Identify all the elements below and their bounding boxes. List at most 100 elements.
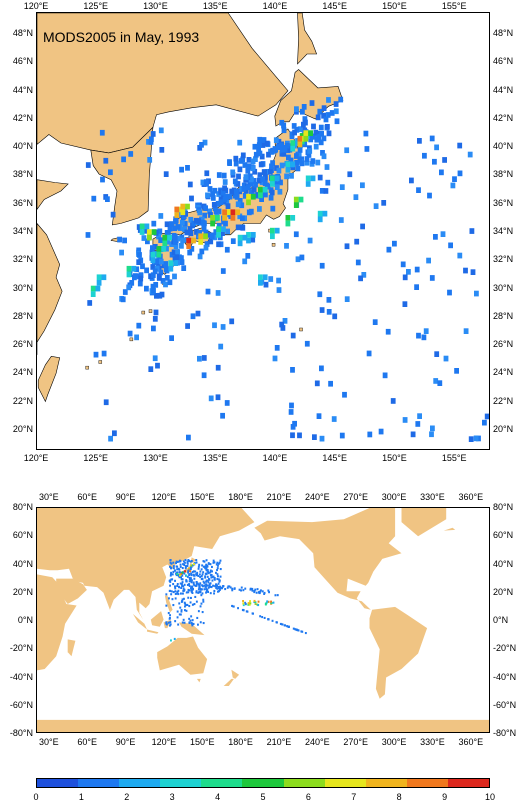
bottom-map-plot [37, 508, 489, 732]
obs-cell [212, 187, 218, 194]
obs-cell [276, 277, 281, 284]
obs-cell [170, 578, 173, 581]
obs-cell [178, 560, 181, 563]
obs-cell [240, 215, 245, 222]
obs-cell [457, 142, 463, 149]
obs-cell [317, 216, 323, 223]
obs-cell [279, 162, 285, 169]
obs-cell [216, 561, 219, 564]
obs-cell [195, 581, 198, 584]
obs-cell [151, 229, 157, 235]
obs-cell [333, 101, 339, 107]
obs-cell [189, 566, 192, 569]
greenland-land [401, 508, 447, 537]
obs-cell [304, 632, 307, 635]
obs-cell [103, 399, 109, 406]
obs-cell [182, 220, 188, 227]
lat-tick-label: 36°N [12, 197, 33, 208]
obs-cell [229, 318, 235, 325]
obs-cell [157, 228, 163, 235]
obs-cell [117, 236, 122, 243]
lat-tick-label: 32°N [12, 254, 33, 265]
obs-cell [218, 578, 220, 581]
lon-tick-label: 135°E [202, 453, 228, 463]
obs-cell [179, 234, 185, 241]
map-title: MODS2005 in May, 1993 [43, 29, 200, 45]
obs-cell [297, 147, 303, 153]
obs-cell [187, 181, 193, 188]
lon-tick-label: 180°E [228, 492, 253, 502]
obs-cell [188, 230, 194, 237]
obs-cell [297, 135, 303, 142]
obs-cell [342, 391, 347, 398]
obs-cell [366, 350, 372, 357]
obs-cell [180, 578, 183, 581]
obs-cell [205, 568, 208, 571]
obs-cell [382, 372, 388, 379]
obs-cell [181, 567, 184, 570]
obs-cell [230, 238, 236, 244]
obs-cell [254, 602, 257, 605]
obs-cell [319, 365, 324, 372]
obs-cell [265, 183, 271, 190]
lon-tick-label: 150°E [189, 737, 215, 747]
obs-cell [317, 291, 323, 298]
obs-cell [167, 621, 170, 624]
obs-cell [227, 160, 232, 166]
obs-cell [182, 560, 185, 563]
obs-cell [258, 280, 263, 286]
obs-cell [432, 158, 437, 165]
obs-cell [148, 366, 154, 372]
obs-cell [191, 591, 194, 594]
obs-cell [203, 581, 206, 584]
obs-cell [198, 591, 201, 594]
obs-cell [249, 602, 252, 605]
obs-cell [199, 570, 202, 573]
obs-cell [203, 584, 206, 587]
obs-cell [216, 232, 221, 238]
obs-cell [248, 181, 254, 187]
obs-cell [270, 602, 273, 605]
obs-cell [201, 611, 204, 614]
lat-tick-label: 24°N [12, 367, 33, 378]
obs-cell [227, 585, 230, 588]
obs-cell [177, 574, 180, 577]
obs-cell [257, 136, 263, 143]
obs-cell [255, 591, 258, 594]
obs-cell [323, 188, 329, 194]
obs-cell [172, 225, 177, 232]
obs-cell [442, 157, 447, 163]
obs-cell [206, 579, 209, 582]
island-land [85, 365, 89, 370]
obs-cell [190, 596, 192, 599]
obs-cell [181, 265, 187, 271]
obs-cell [137, 252, 142, 258]
obs-cell [307, 237, 313, 244]
obs-cell [191, 585, 193, 588]
obs-cell [303, 135, 309, 142]
obs-cell [144, 223, 150, 230]
obs-cell [416, 187, 421, 193]
obs-cell [318, 124, 324, 131]
china-coast-land [37, 223, 63, 355]
obs-cell [249, 600, 251, 603]
obs-cell [290, 424, 296, 430]
obs-cell [208, 583, 211, 586]
arabia-land [56, 578, 87, 604]
obs-cell [186, 434, 191, 441]
island-land [148, 309, 153, 313]
obs-cell [329, 110, 335, 116]
obs-cell [474, 290, 479, 297]
obs-cell [188, 605, 191, 608]
obs-cell [318, 139, 324, 146]
obs-cell [186, 243, 192, 249]
obs-cell [154, 293, 159, 299]
obs-cell [210, 215, 215, 221]
lat-tick-label: 22°N [12, 395, 33, 406]
obs-cell [247, 603, 250, 606]
obs-cell [184, 604, 187, 607]
colorbar-swatch [201, 779, 243, 787]
obs-cell [212, 205, 218, 212]
lon-tick-label: 120°E [151, 492, 177, 502]
obs-cell [205, 587, 208, 590]
